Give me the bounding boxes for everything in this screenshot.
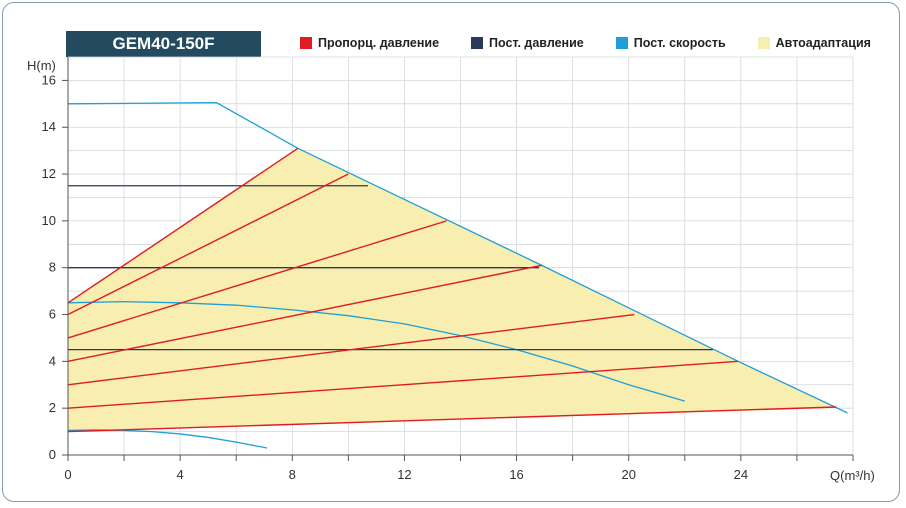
x-tick-label: 12 — [397, 467, 411, 482]
legend: Пропорц. давление Пост. давление Пост. с… — [300, 36, 871, 50]
legend-label-constant-speed: Пост. скорость — [633, 36, 726, 50]
legend-item-constant-pressure: Пост. давление — [471, 36, 584, 50]
proportional-line-0 — [67, 147, 299, 304]
proportional-line-1 — [67, 173, 349, 316]
proportional-line-5 — [67, 360, 739, 409]
x-tick-label: 24 — [734, 467, 748, 482]
legend-swatch-constant-speed — [615, 37, 628, 49]
x-tick-label: 4 — [177, 467, 184, 482]
legend-label-proportional: Пропорц. давление — [318, 36, 440, 50]
x-axis-label: Q(m³/h) — [830, 468, 875, 483]
constant-speed-curve-1 — [67, 301, 685, 402]
proportional-line-3 — [67, 264, 542, 363]
legend-label-autoadapt: Автоадаптация — [775, 36, 871, 50]
y-tick-label: 12 — [42, 166, 56, 181]
legend-swatch-constant-pressure — [471, 37, 484, 49]
constant-speed-curve-0 — [67, 102, 848, 414]
legend-swatch-proportional — [300, 37, 312, 49]
y-axis-label: H(m) — [27, 58, 56, 73]
constant-speed-curve-2 — [67, 429, 268, 449]
y-tick-label: 14 — [42, 119, 56, 134]
y-tick-label: 0 — [49, 447, 56, 462]
x-tick-label: 16 — [509, 467, 523, 482]
chart-frame — [2, 2, 900, 502]
legend-label-constant-pressure: Пост. давление — [489, 36, 584, 50]
legend-item-constant-speed: Пост. скорость — [615, 36, 726, 50]
proportional-line-6 — [67, 406, 837, 433]
legend-item-autoadapt: Автоадаптация — [757, 36, 871, 50]
x-tick-label: 0 — [64, 467, 71, 482]
x-tick-label: 8 — [289, 467, 296, 482]
y-tick-label: 4 — [49, 353, 56, 368]
y-tick-label: 2 — [49, 400, 56, 415]
proportional-line-2 — [67, 220, 447, 339]
y-tick-label: 8 — [49, 260, 56, 275]
chart-title: GEM40-150F — [66, 31, 261, 57]
proportional-line-4 — [67, 313, 635, 386]
legend-item-proportional: Пропорц. давление — [300, 36, 439, 50]
legend-swatch-autoadapt — [757, 37, 770, 49]
y-tick-label: 10 — [42, 213, 56, 228]
x-tick-label: 20 — [621, 467, 635, 482]
y-tick-label: 16 — [42, 72, 56, 87]
autoadapt-area — [68, 148, 837, 432]
y-tick-label: 6 — [49, 307, 56, 322]
